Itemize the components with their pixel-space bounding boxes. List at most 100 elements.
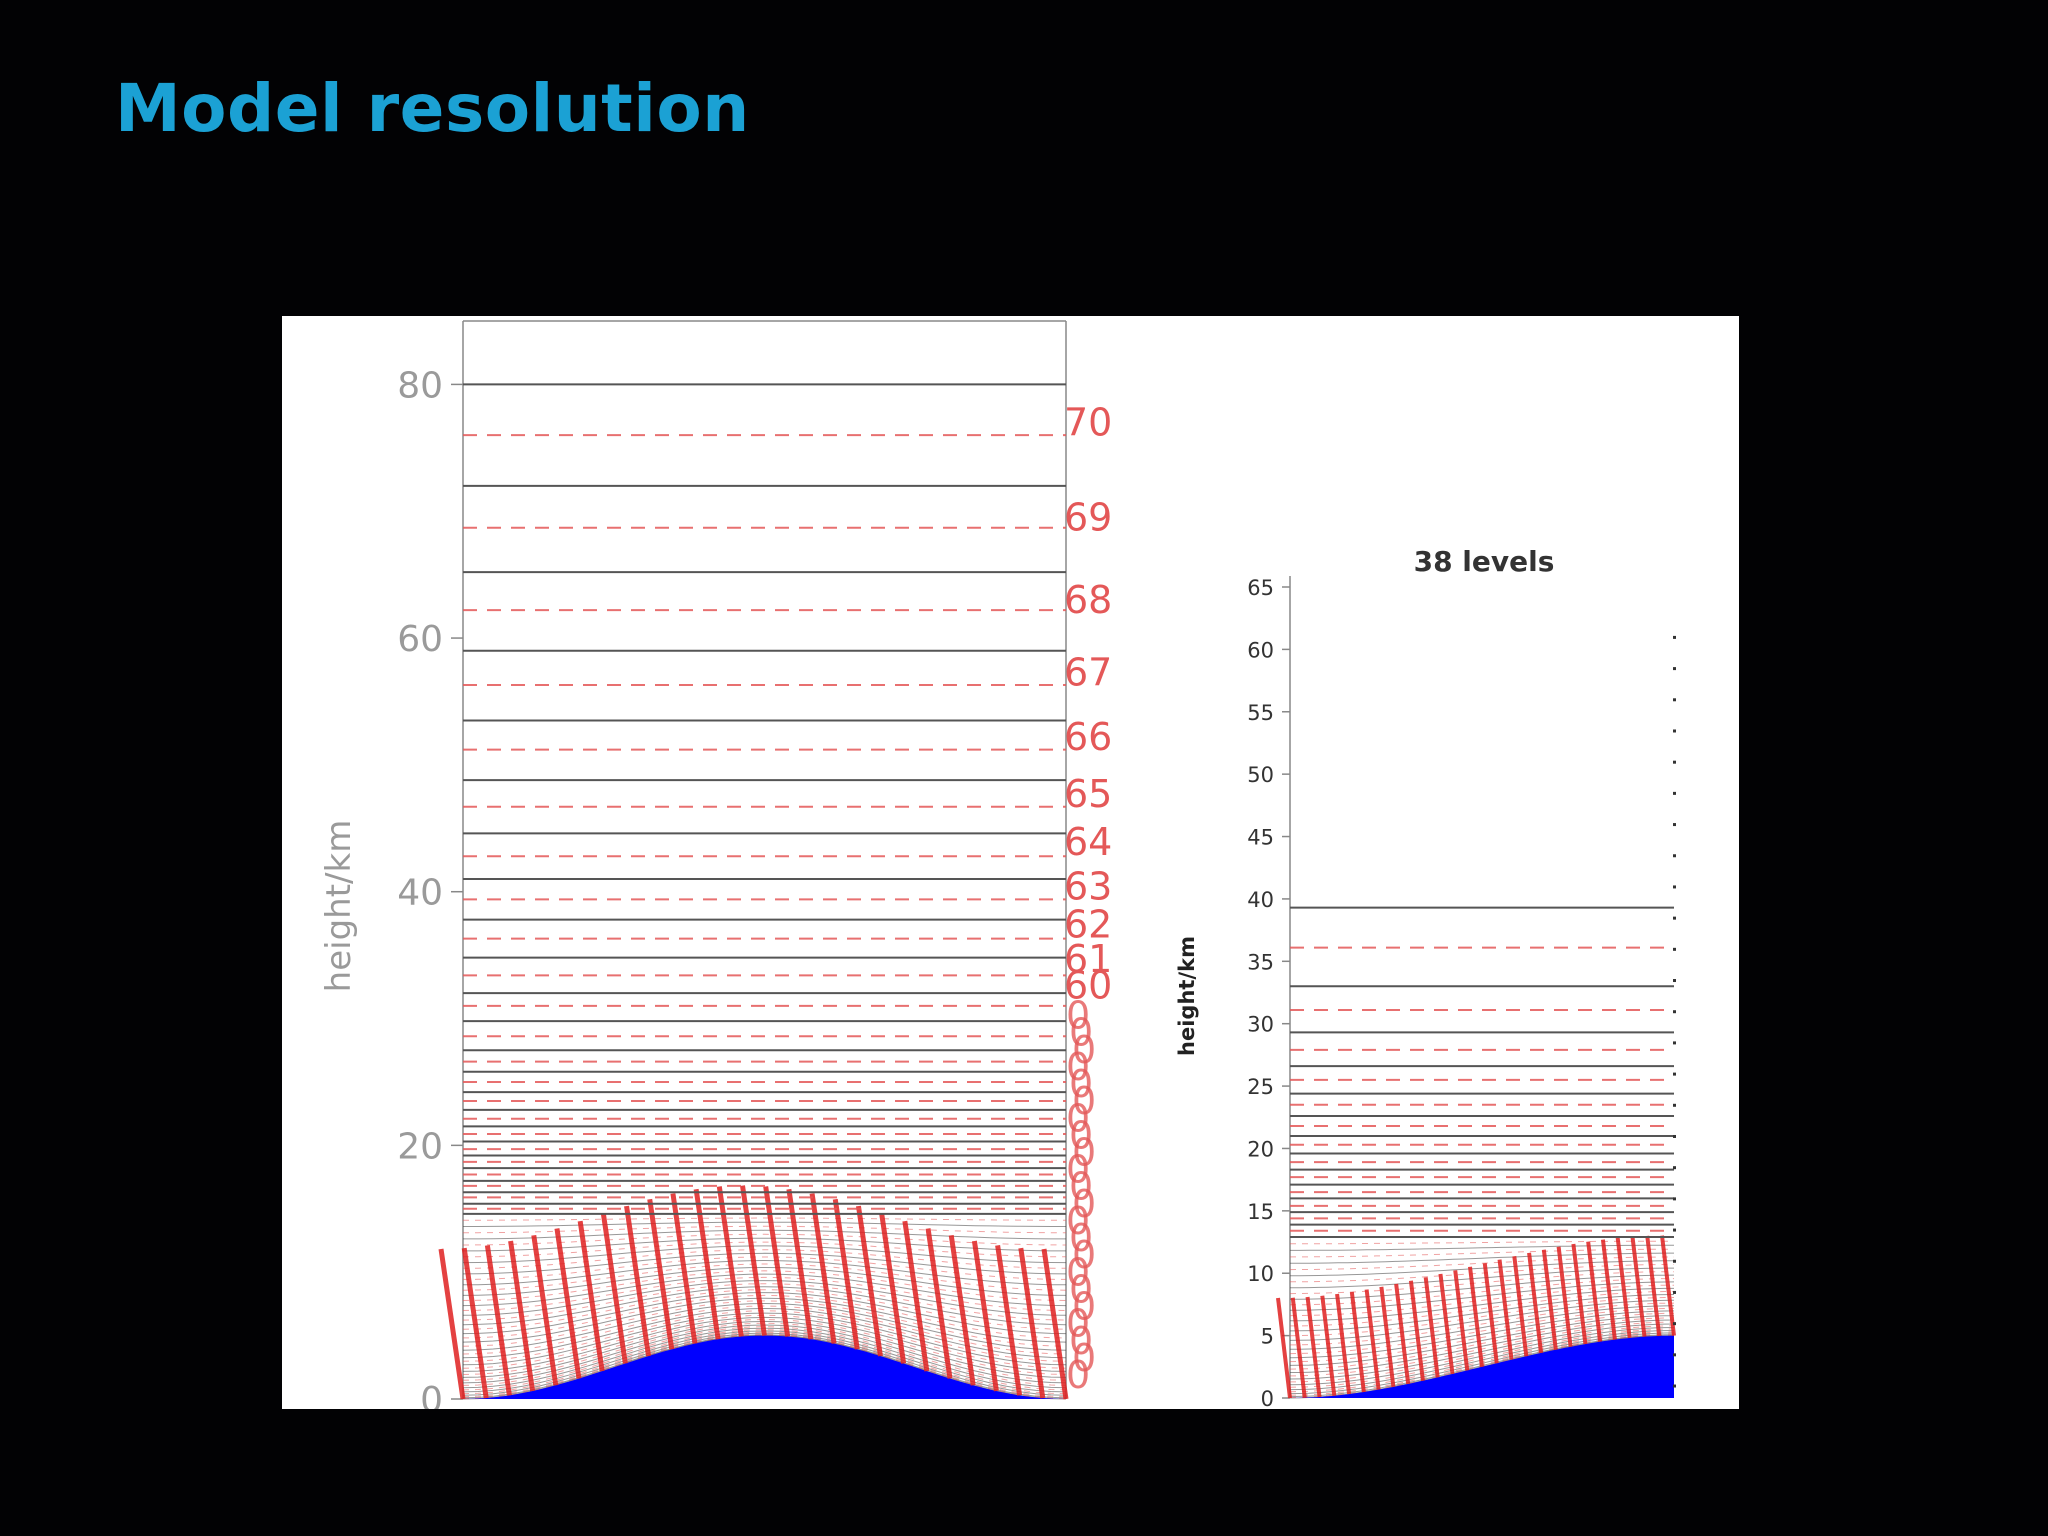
- right-edge-dot: [1673, 1290, 1676, 1294]
- right-edge-dot: [1673, 916, 1676, 920]
- right-edge-dot: [1673, 1010, 1676, 1014]
- right-lower-level-line: [1290, 1252, 1674, 1264]
- level-number-label: 67: [1064, 650, 1112, 694]
- right-level-hatch: [1615, 1237, 1632, 1339]
- right-level-hatch: [1541, 1249, 1558, 1350]
- right-lower-level-line: [1289, 1256, 1674, 1271]
- left-level-hatch: [624, 1205, 652, 1357]
- right-level-hatch: [1600, 1239, 1617, 1340]
- left-level-hatch: [647, 1198, 675, 1350]
- left-y-tick-label: 80: [397, 365, 443, 406]
- left-lower-level-line: [462, 1334, 1067, 1400]
- level-number-cluster: 0: [1066, 1250, 1090, 1294]
- right-y-tick-label: 20: [1247, 1137, 1274, 1161]
- right-level-hatch: [1335, 1293, 1352, 1395]
- left-level-hatch: [879, 1213, 907, 1364]
- level-number-cluster: 0: [1069, 1216, 1093, 1260]
- right-edge-dot: [1673, 1072, 1676, 1076]
- figure-panel: 0 20 40 60 80 70 69 68 67 66 65 64 63 62 61 60 0 0 0 0 0 0 0 0 0…: [282, 316, 1739, 1409]
- left-level-hatch: [740, 1185, 767, 1336]
- right-edge-dot: [1673, 667, 1676, 671]
- right-edge-dot: [1673, 1353, 1676, 1357]
- right-edge-dot: [1673, 729, 1676, 733]
- level-number-cluster: 0: [1072, 1336, 1096, 1380]
- left-lower-level-line: [462, 1314, 1067, 1369]
- right-lower-level-line: [1289, 1307, 1675, 1355]
- level-number-cluster: 0: [1072, 1233, 1096, 1277]
- left-level-hatch: [1041, 1248, 1069, 1400]
- right-edge-dot: [1673, 1384, 1676, 1388]
- right-level-hatch: [1349, 1291, 1366, 1393]
- left-lower-level-line: [462, 1286, 1067, 1326]
- right-y-tick-label: 50: [1247, 763, 1274, 787]
- right-lower-level-line: [1289, 1297, 1674, 1337]
- level-number-label: 63: [1064, 865, 1112, 909]
- level-number-label: 70: [1064, 400, 1112, 444]
- level-number-label: 68: [1064, 578, 1112, 622]
- left-lower-level-line: [462, 1283, 1067, 1321]
- left-level-hatch: [461, 1247, 489, 1399]
- level-number-cluster: 0: [1066, 994, 1090, 1038]
- left-lower-level-line: [462, 1241, 1067, 1258]
- left-level-hatch: [948, 1234, 976, 1386]
- right-y-tick-label: 45: [1247, 826, 1274, 850]
- right-edge-dot: [1673, 947, 1676, 951]
- right-level-hatch: [1497, 1259, 1514, 1360]
- level-number-cluster: 0: [1072, 1028, 1096, 1072]
- right-level-hatch: [1305, 1296, 1322, 1398]
- right-level-hatch: [1571, 1243, 1588, 1345]
- left-level-hatch: [670, 1193, 698, 1344]
- right-y-tick-label: 35: [1247, 950, 1274, 974]
- level-number-label: 69: [1064, 496, 1112, 540]
- right-edge-dot: [1673, 854, 1676, 858]
- left-lower-level-line: [462, 1270, 1067, 1301]
- right-edge-dot: [1673, 1322, 1676, 1326]
- right-edge-dot: [1673, 823, 1676, 827]
- left-y-tick-label: 40: [397, 873, 443, 914]
- right-edge-dot: [1673, 979, 1676, 983]
- right-edge-dot: [1673, 1228, 1676, 1232]
- left-level-hatch: [995, 1245, 1023, 1396]
- left-level-hatch: [1018, 1247, 1046, 1399]
- right-edge-dot: [1673, 760, 1676, 764]
- right-y-tick-label: 25: [1247, 1075, 1274, 1099]
- right-level-hatch: [1438, 1273, 1455, 1375]
- right-lower-level-line: [1289, 1302, 1675, 1346]
- left-y-tick-label: 0: [420, 1380, 443, 1409]
- level-number-cluster: 0: [1066, 1302, 1090, 1346]
- right-level-hatch: [1408, 1280, 1425, 1381]
- left-lower-level-line: [462, 1276, 1067, 1311]
- left-y-tick-label: 20: [397, 1126, 443, 1167]
- level-number-label: 65: [1064, 772, 1112, 816]
- right-lower-level-line: [1289, 1315, 1675, 1366]
- left-level-hatch: [508, 1240, 536, 1392]
- right-level-hatch: [1482, 1262, 1499, 1364]
- right-level-hatch: [1556, 1246, 1573, 1347]
- right-chart-38-levels: 38 levels 0 5 10 15 20 25 30 35 40 45 50 55 60 65: [1247, 545, 1676, 1409]
- right-lower-level-line: [1289, 1321, 1675, 1377]
- right-level-hatch: [1468, 1266, 1484, 1368]
- right-y-tick-label: 10: [1247, 1262, 1274, 1286]
- left-y-tick-label: 60: [397, 619, 443, 660]
- left-lower-level-line: [462, 1233, 1067, 1246]
- left-lower-level-line: [462, 1333, 1067, 1398]
- right-level-hatch: [1320, 1295, 1337, 1396]
- left-level-hatch: [531, 1234, 559, 1386]
- right-lower-level-line: [1289, 1317, 1675, 1370]
- left-lower-level-line: [462, 1273, 1067, 1307]
- left-level-hatch: [438, 1248, 466, 1400]
- right-level-hatch: [1630, 1236, 1647, 1337]
- left-chart-70-levels: 0204060807069686766656463626160000000000…: [397, 320, 1112, 1409]
- level-number-cluster: 0: [1069, 1011, 1093, 1055]
- left-lower-level-line: [462, 1322, 1067, 1381]
- right-edge-dot: [1673, 885, 1676, 889]
- left-terrain: [463, 1335, 1066, 1399]
- right-level-hatch: [1645, 1235, 1662, 1337]
- left-level-hatch: [809, 1193, 837, 1344]
- left-lower-level-line: [462, 1326, 1067, 1386]
- left-level-hatch: [902, 1220, 930, 1372]
- level-number-cluster: 0: [1069, 1062, 1093, 1106]
- left-level-hatch: [554, 1228, 582, 1379]
- level-number-cluster: 0: [1066, 1096, 1090, 1140]
- right-y-tick-label: 0: [1261, 1387, 1274, 1409]
